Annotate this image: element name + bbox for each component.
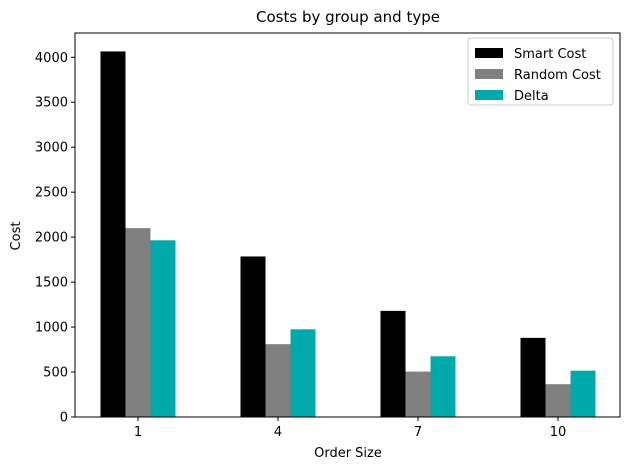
- bar-smart-cost-1: [100, 51, 126, 417]
- x-tick-label: 1: [134, 425, 142, 440]
- y-tick-label: 3500: [35, 96, 68, 111]
- bar-delta-7: [430, 356, 456, 417]
- plot-area: 0 500 1000 1500 2000 2500 3000 3500 4000 1 4 7 10: [35, 32, 621, 440]
- bar-random-cost-1: [125, 228, 151, 417]
- x-tick-label: 7: [414, 425, 422, 440]
- bar-random-cost-4: [265, 344, 291, 417]
- y-tick-label: 1000: [35, 321, 68, 336]
- y-tick-label: 4000: [35, 51, 68, 66]
- chart-title: Costs by group and type: [256, 8, 440, 26]
- legend-swatch: [475, 90, 503, 100]
- legend-swatch: [475, 48, 503, 58]
- y-tick-label: 0: [60, 411, 68, 426]
- legend-label: Smart Cost: [514, 47, 586, 62]
- y-tick-label: 1500: [35, 276, 68, 291]
- bar-smart-cost-4: [240, 256, 266, 417]
- bar-smart-cost-10: [520, 337, 546, 417]
- y-tick-label: 2500: [35, 186, 68, 201]
- y-tick-label: 500: [43, 366, 68, 381]
- bar-smart-cost-7: [380, 310, 406, 417]
- y-tick-label: 3000: [35, 141, 68, 156]
- plot-frame: [74, 32, 621, 418]
- bar-random-cost-10: [545, 384, 571, 417]
- legend-box: [467, 37, 614, 106]
- x-tick-label: 10: [550, 425, 567, 440]
- bar-delta-1: [150, 240, 176, 417]
- bar-delta-10: [570, 370, 596, 417]
- y-tick-label: 2000: [35, 231, 68, 246]
- legend: Smart Cost Random Cost Delta: [467, 37, 614, 106]
- y-axis-title: Cost: [9, 222, 24, 251]
- legend-label: Delta: [514, 89, 549, 104]
- legend-label: Random Cost: [514, 68, 601, 83]
- x-tick-label: 4: [274, 425, 282, 440]
- bar-random-cost-7: [405, 371, 431, 417]
- legend-swatch: [475, 69, 503, 79]
- x-axis-title: Order Size: [314, 446, 382, 461]
- bar-delta-4: [290, 329, 316, 417]
